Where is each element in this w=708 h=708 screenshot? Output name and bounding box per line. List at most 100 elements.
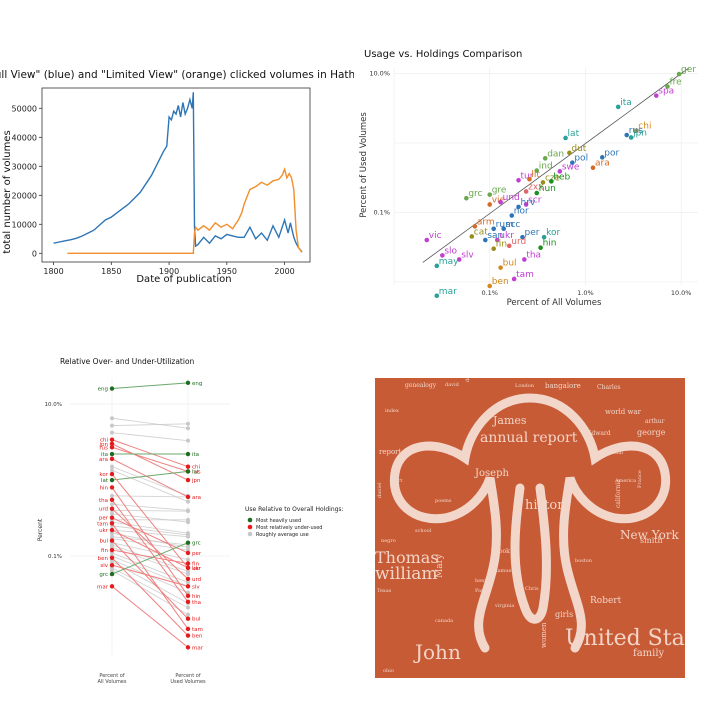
slope-line-average	[111, 569, 189, 615]
scatter-label-hin: hin	[543, 239, 557, 249]
scatter-label-bul: bul	[503, 259, 517, 269]
scatter-point-swe	[557, 169, 563, 174]
slope-label-right-urd: urd	[192, 577, 201, 583]
y-tick-label: 0	[32, 249, 37, 258]
slope-line-ben	[111, 557, 189, 636]
scatter-label-tha: tha	[526, 250, 541, 260]
slope-line-ara	[111, 458, 189, 498]
word-cloud-word: London	[515, 383, 534, 389]
scatter-point-chi	[634, 128, 639, 134]
word-cloud-word: henry	[475, 578, 490, 584]
word-cloud-word: book	[495, 548, 510, 555]
slope-line-average	[111, 555, 189, 587]
slope-line-average	[111, 532, 189, 548]
slope-dot-average	[186, 605, 190, 610]
scatter-point-ger	[676, 71, 682, 77]
scatter-label-urd: urd	[511, 237, 526, 247]
scatter-point-gre	[487, 192, 493, 197]
scatter-label-slo: slo	[444, 246, 457, 256]
word-cloud-word: virginia	[495, 603, 515, 609]
scatter-label-tur: tur	[521, 171, 534, 181]
word-cloud-word: Chris	[525, 586, 539, 592]
scatter-point-cat	[469, 234, 475, 239]
word-cloud-word: poems	[435, 498, 452, 504]
word-cloud-word: girls	[555, 610, 574, 619]
scatter-point-por	[599, 155, 605, 160]
slope-label-left-grc: grc	[99, 572, 108, 578]
x-tick-label: 0.1%	[481, 289, 498, 297]
slope-line-average	[111, 567, 189, 609]
slope-label-right-ben: ben	[192, 634, 203, 640]
word-cloud-word: report	[379, 448, 402, 456]
word-cloud-word: world war	[605, 408, 642, 416]
y-tick-label: 20000	[12, 191, 37, 200]
slope-line-lat	[111, 470, 189, 481]
y-tick-label: 10.0%	[369, 69, 390, 77]
slope-dot-right-tha	[185, 599, 191, 605]
slope-label-left-fin: fin	[101, 548, 108, 554]
slope-label-left-tam: tam	[97, 521, 108, 527]
scatter-point-nor	[509, 213, 515, 218]
y-tick-label: 0.1%	[373, 208, 390, 216]
legend-label-red: Most relatively under-used	[256, 525, 322, 531]
slope-dot-average	[110, 511, 114, 516]
x-tick-label: 1950	[217, 267, 237, 276]
slope-dot-right-ukr	[185, 565, 191, 571]
scatter-label-hrv: hrv	[521, 198, 536, 208]
slope-dot-right-hin	[185, 593, 191, 599]
series-line-limited-view	[67, 166, 303, 255]
scatter-label-mar: mar	[439, 287, 457, 297]
slope-dot-left-hin	[109, 485, 115, 490]
slope-category-label: Percent of All Volumes	[98, 673, 127, 685]
slope-label-right-kor: kor	[192, 566, 201, 572]
slope-dot-average	[186, 557, 190, 562]
word-cloud-word: genealogy	[405, 382, 437, 389]
slope-dot-left-fin	[109, 547, 115, 553]
slope-line-average	[111, 423, 189, 427]
slope-line-average	[111, 521, 189, 534]
legend-label-gray: Roughly average use	[256, 532, 309, 538]
scatter-point-dut	[567, 150, 572, 156]
scatter-point-und	[498, 199, 503, 205]
slope-dot-right-ara	[185, 494, 191, 500]
line-chart-frame	[41, 87, 311, 263]
slope-dot-average	[110, 568, 114, 573]
word-cloud-word: school	[415, 528, 432, 534]
scatter-label-zxx: zxx	[528, 182, 544, 192]
scatter-label-vie: vie	[492, 195, 506, 205]
slope-chart: Relative Over- and Under-Utilization Per…	[37, 357, 344, 685]
slope-label-left-per: per	[99, 516, 109, 522]
slope-dot-right-tam	[185, 626, 191, 632]
scatter-point-tam	[511, 276, 517, 282]
slope-label-right-ita: ita	[192, 452, 199, 458]
slope-dot-right-urd	[185, 576, 191, 582]
y-tick-label: 40000	[12, 133, 37, 142]
scatter-label-san: san	[487, 231, 503, 241]
word-cloud-word: ohio	[383, 668, 394, 674]
slope-line-per	[111, 517, 189, 554]
slope-dot-right-jpn	[185, 477, 191, 483]
scatter-chart: Usage vs. Holdings Comparison Percent of…	[359, 49, 698, 308]
scatter-point-pol	[570, 160, 575, 165]
scatter-point-hun	[534, 190, 540, 196]
scatter-label-fin: fin	[496, 240, 507, 250]
slope-line-average	[111, 432, 189, 442]
word-cloud-word: family	[633, 648, 665, 659]
reference-line	[422, 67, 689, 263]
scatter-point-rus	[624, 132, 630, 138]
slope-dot-right-chi	[185, 464, 191, 469]
slope-line-average	[111, 509, 189, 512]
line-chart-ylabel: total number of volumes	[2, 130, 13, 253]
scatter-label-rus: rus	[629, 126, 643, 136]
slope-label-right-lat: lat	[192, 469, 200, 475]
scatter-label-dan: dan	[547, 149, 564, 159]
scatter-label-per: per	[524, 228, 539, 238]
line-chart-title: "Full View" (blue) and "Limited View" (o…	[0, 69, 354, 81]
slope-dot-right-eng	[185, 380, 191, 386]
scatter-label-swe: swe	[562, 162, 580, 172]
word-cloud-word: smith	[640, 536, 663, 545]
slope-line-bul	[111, 540, 189, 620]
slope-label-left-tha: tha	[99, 498, 108, 504]
slope-label-left-chi: chi	[100, 438, 109, 444]
